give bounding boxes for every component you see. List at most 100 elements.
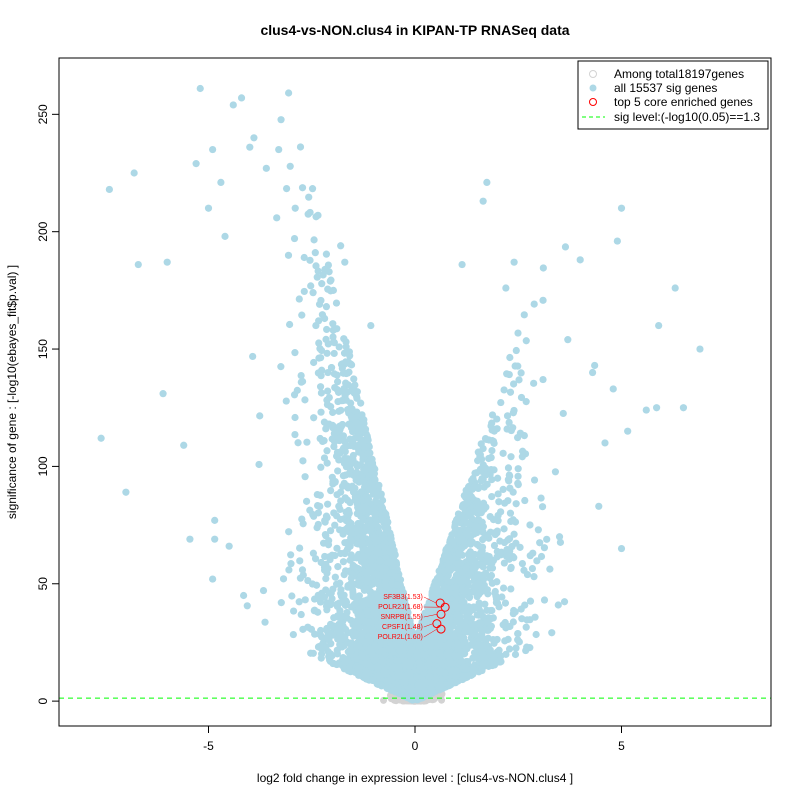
gene-point-outlier: [186, 536, 193, 543]
gene-point: [299, 566, 306, 573]
gene-point: [329, 320, 336, 327]
gene-point: [371, 609, 378, 616]
gene-point: [458, 544, 465, 551]
gene-point: [321, 517, 328, 524]
gene-point: [374, 571, 381, 578]
gene-point: [523, 644, 530, 651]
gene-point: [506, 485, 513, 492]
points-layer: SF3B3(1.53) POLR2J(1.68) SNRPB(1.55) CPSF1(…: [59, 85, 771, 705]
gene-point: [326, 556, 333, 563]
gene-point: [379, 658, 386, 665]
gene-point: [476, 543, 483, 550]
gene-point: [380, 647, 387, 654]
gene-point: [479, 561, 486, 568]
gene-point-outlier: [696, 345, 703, 352]
gene-point: [506, 419, 513, 426]
gene-point: [304, 624, 311, 631]
top-gene-label: POLR2J(1.68): [378, 604, 423, 611]
gene-point: [321, 454, 328, 461]
gene-point: [536, 539, 543, 546]
gene-point-outlier: [337, 242, 344, 249]
gene-point: [366, 486, 373, 493]
gene-point: [445, 681, 452, 688]
gene-point: [372, 521, 379, 528]
top-gene-label: SNRPB(1.55): [380, 614, 422, 621]
gene-point: [371, 476, 378, 483]
gene-point: [365, 496, 372, 503]
gene-point: [335, 660, 342, 667]
gene-point: [310, 414, 317, 421]
gene-point: [456, 613, 463, 620]
gene-point: [521, 497, 528, 504]
gene-point: [371, 534, 378, 541]
gene-point: [362, 569, 369, 576]
gene-point: [355, 582, 362, 589]
gene-point: [362, 426, 369, 433]
gene-point: [541, 596, 548, 603]
gene-point: [460, 513, 467, 520]
gene-point: [463, 487, 470, 494]
top-gene-label: SF3B3(1.53): [383, 594, 423, 601]
gene-point: [521, 311, 528, 318]
gene-point: [471, 649, 478, 656]
gene-point: [305, 194, 312, 201]
gene-point: [483, 618, 490, 625]
gene-point: [335, 503, 342, 510]
gene-point-outlier: [164, 259, 171, 266]
gene-point: [562, 243, 569, 250]
gene-point: [397, 647, 404, 654]
gene-point: [319, 311, 326, 318]
top-gene-label: CPSF1(1.48): [382, 624, 423, 631]
gene-point: [415, 642, 422, 649]
gene-point: [530, 573, 537, 580]
gene-point: [391, 687, 398, 694]
gene-point-outlier: [240, 592, 247, 599]
gene-point: [301, 288, 308, 295]
gene-point: [328, 364, 335, 371]
gene-point: [290, 631, 297, 638]
gene-point: [557, 539, 564, 546]
y-axis-label: significance of gene : [-log10(ebayes_fi…: [5, 265, 19, 519]
gene-point-outlier: [614, 237, 621, 244]
gene-point: [344, 442, 351, 449]
gene-point: [345, 507, 352, 514]
legend: Among total18197genes all 15537 sig gene…: [578, 61, 768, 129]
gene-point: [469, 639, 476, 646]
gene-point: [367, 637, 374, 644]
chart-title: clus4-vs-NON.clus4 in KIPAN-TP RNASeq da…: [260, 22, 569, 38]
gene-point: [297, 143, 304, 150]
gene-point: [329, 474, 336, 481]
gene-point: [393, 582, 400, 589]
gene-point: [297, 575, 304, 582]
gene-point: [487, 513, 494, 520]
gene-point: [330, 327, 337, 334]
gene-point: [501, 559, 508, 566]
gene-point: [456, 537, 463, 544]
gene-point: [533, 631, 540, 638]
gene-point: [296, 545, 303, 552]
gene-point: [255, 461, 262, 468]
gene-point: [337, 489, 344, 496]
gene-point: [469, 486, 476, 493]
gene-point: [370, 626, 377, 633]
gene-point: [477, 611, 484, 618]
gene-point: [334, 378, 341, 385]
gene-point: [340, 558, 347, 565]
gene-point: [321, 594, 328, 601]
gene-point: [359, 452, 366, 459]
gene-point: [318, 389, 325, 396]
gene-point: [273, 214, 280, 221]
gene-point: [477, 621, 484, 628]
gene-point: [357, 635, 364, 642]
gene-point: [283, 185, 290, 192]
gene-point: [351, 601, 358, 608]
gene-point: [497, 399, 504, 406]
gene-point: [480, 660, 487, 667]
gene-point-outlier: [135, 261, 142, 268]
gene-point: [552, 468, 559, 475]
y-tick-label: 0: [36, 697, 50, 704]
gene-point: [538, 553, 545, 560]
gene-point-outlier: [618, 545, 625, 552]
gene-point: [318, 280, 325, 287]
